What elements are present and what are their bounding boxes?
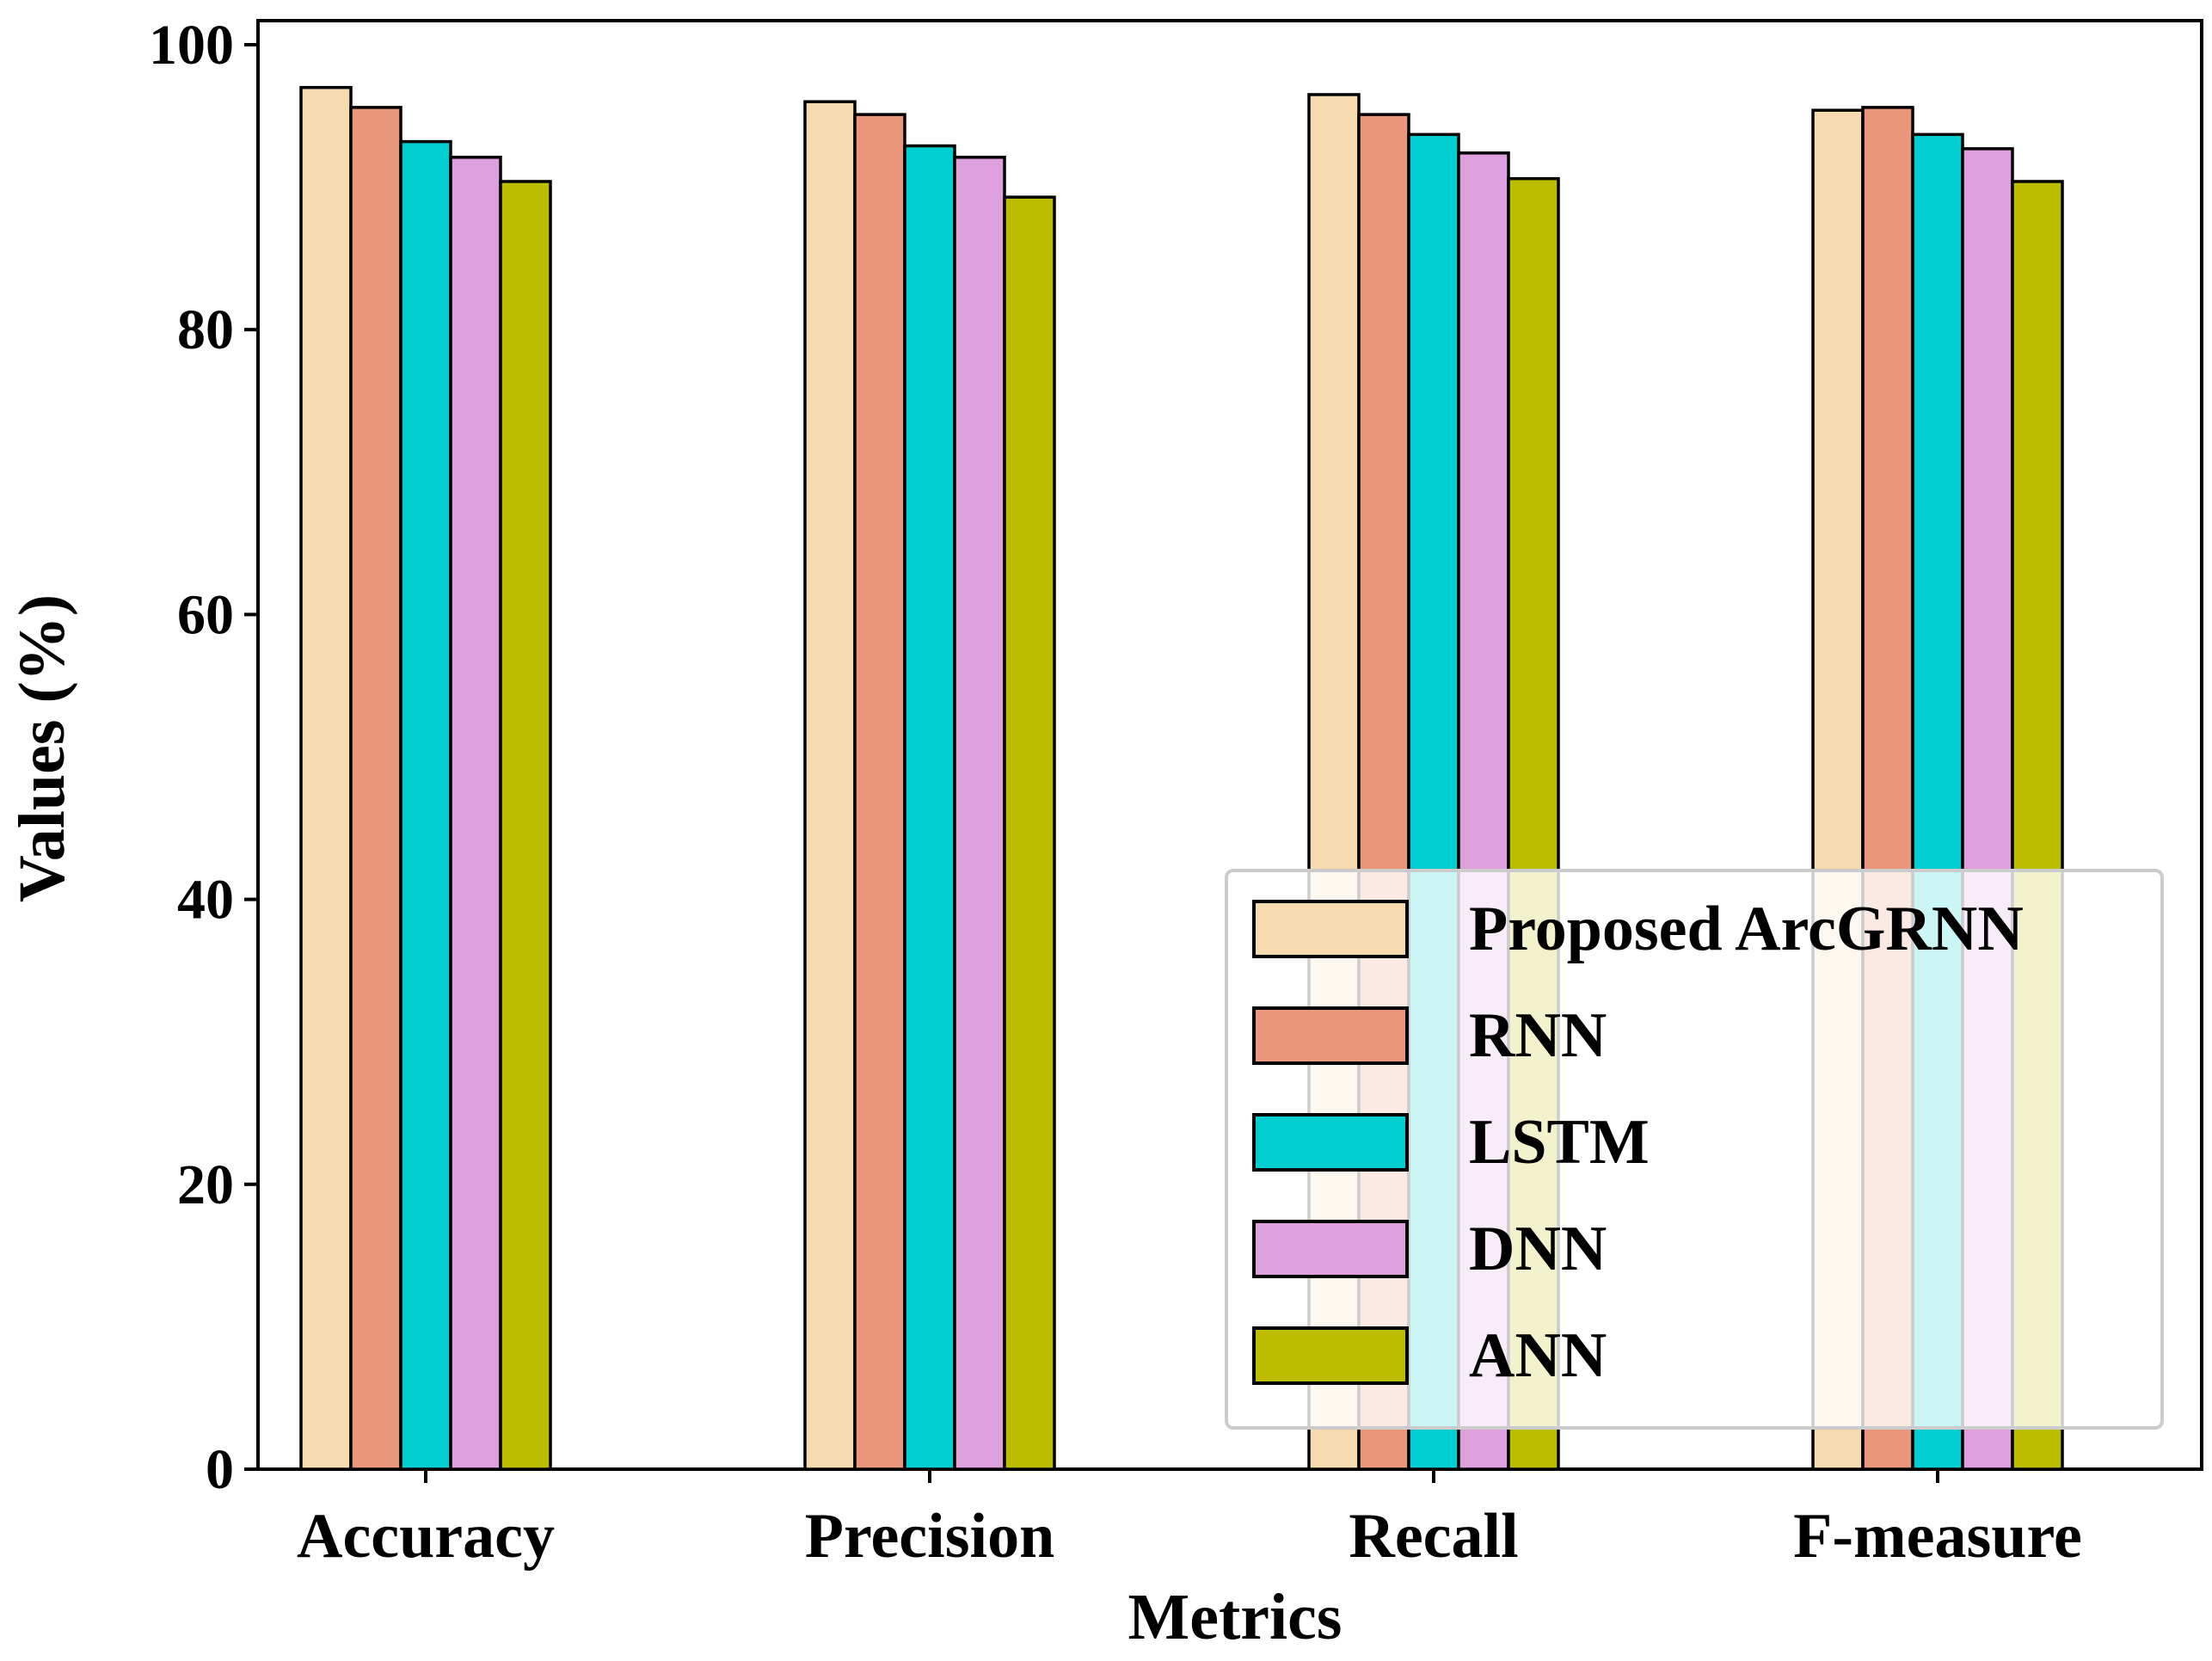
plot-area [256,19,2203,1471]
y-axis-ticks: 0 20 40 60 80 100 [149,14,258,1501]
bar-ann-precision [1003,195,1056,1471]
legend: Proposed ArcGRNN RNN LSTM DNN ANN [1225,869,2164,1430]
x-tick-label-f-measure: F-measure [1793,1501,2082,1572]
x-axis-ticks: Accuracy Precision Recall F-measure [297,1469,2082,1572]
legend-swatch [1252,900,1409,958]
y-tick-label: 60 [177,583,234,646]
bar-dnn-accuracy [449,156,502,1471]
legend-swatch [1252,1220,1409,1278]
bar-lstm-precision [903,144,956,1471]
x-tick-label-recall: Recall [1349,1501,1518,1572]
legend-label: RNN [1469,1000,1607,1071]
bar-rnn-precision [853,113,906,1471]
bar-proposed-arcgrnn-precision [803,100,857,1471]
legend-box [1225,869,2164,1430]
x-axis-title: Metrics [1128,1581,1343,1653]
y-tick-label: 20 [177,1153,234,1216]
plot-frame [256,19,2203,1471]
y-tick-label: 40 [177,869,234,932]
x-tick-label-accuracy: Accuracy [297,1501,555,1572]
legend-label: ANN [1469,1320,1607,1391]
legend-label: LSTM [1469,1107,1650,1178]
x-tick-label-precision: Precision [805,1501,1054,1572]
bar-ann-accuracy [499,180,552,1471]
y-axis-title: Values (%) [6,594,78,902]
legend-swatch [1252,1113,1409,1172]
legend-label: Proposed ArcGRNN [1469,894,2024,964]
bar-lstm-accuracy [399,139,452,1471]
legend-swatch [1252,1326,1409,1385]
y-tick-label: 100 [149,14,234,77]
y-tick-label: 0 [206,1438,234,1501]
y-tick-label: 80 [177,298,234,361]
legend-swatch [1252,1006,1409,1065]
bar-dnn-precision [953,156,1006,1471]
bar-proposed-arcgrnn-accuracy [299,85,353,1471]
bar-rnn-accuracy [349,106,402,1471]
legend-label: DNN [1469,1214,1607,1284]
